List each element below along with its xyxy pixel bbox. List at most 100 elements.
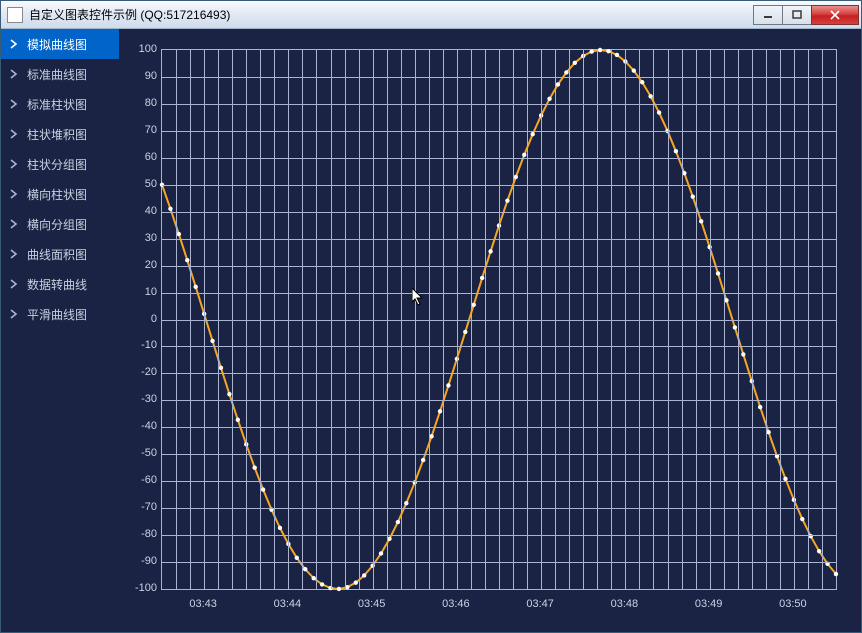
sidebar-item-label: 柱状堆积图 [27, 126, 87, 143]
grid-line-v [555, 50, 556, 589]
grid-line-v [485, 50, 486, 589]
y-axis-label: 0 [127, 313, 157, 325]
grid-line-v [668, 50, 669, 589]
arrow-right-icon [9, 159, 19, 169]
x-axis-label: 03:44 [274, 598, 302, 610]
arrow-right-icon [9, 279, 19, 289]
sidebar-item-2[interactable]: 标准柱状图 [1, 89, 119, 119]
sidebar-item-1[interactable]: 标准曲线图 [1, 59, 119, 89]
y-axis-label: -10 [127, 339, 157, 351]
sidebar-item-3[interactable]: 柱状堆积图 [1, 119, 119, 149]
sidebar-item-5[interactable]: 横向柱状图 [1, 179, 119, 209]
chart-frame[interactable]: -100-90-80-70-60-50-40-30-20-10010203040… [123, 43, 847, 618]
x-axis-label: 03:50 [779, 598, 807, 610]
grid-line-v [822, 50, 823, 589]
grid-line-v [316, 50, 317, 589]
sidebar-item-label: 横向柱状图 [27, 186, 87, 203]
y-axis-label: 10 [127, 286, 157, 298]
grid-line-v [302, 50, 303, 589]
y-axis-label: -70 [127, 501, 157, 513]
grid-line-v [345, 50, 346, 589]
y-axis-label: 100 [127, 43, 157, 55]
grid-line-v [583, 50, 584, 589]
y-axis-label: 50 [127, 178, 157, 190]
app-icon [7, 7, 23, 23]
grid-line-v [794, 50, 795, 589]
window-controls [754, 5, 859, 25]
grid-line-v [471, 50, 472, 589]
x-axis-label: 03:47 [526, 598, 554, 610]
y-axis-label: 90 [127, 70, 157, 82]
plot-area [161, 49, 837, 590]
grid-line-v [682, 50, 683, 589]
minimize-icon [763, 10, 773, 20]
grid-line-v [190, 50, 191, 589]
grid-line-v [527, 50, 528, 589]
grid-line-v [724, 50, 725, 589]
grid-line-v [204, 50, 205, 589]
y-axis-label: -40 [127, 420, 157, 432]
grid-line-v [639, 50, 640, 589]
sidebar-item-label: 横向分组图 [27, 216, 87, 233]
sidebar: 模拟曲线图标准曲线图标准柱状图柱状堆积图柱状分组图横向柱状图横向分组图曲线面积图… [1, 29, 119, 632]
sidebar-item-7[interactable]: 曲线面积图 [1, 239, 119, 269]
grid-line-v [611, 50, 612, 589]
grid-line-v [260, 50, 261, 589]
grid-line-v [710, 50, 711, 589]
maximize-button[interactable] [782, 5, 812, 25]
grid-line-v [218, 50, 219, 589]
grid-line-v [443, 50, 444, 589]
titlebar[interactable]: 自定义图表控件示例 (QQ:517216493) [1, 1, 861, 29]
grid-line-v [246, 50, 247, 589]
grid-line-v [359, 50, 360, 589]
arrow-right-icon [9, 249, 19, 259]
chart-area: -100-90-80-70-60-50-40-30-20-10010203040… [119, 29, 861, 632]
sidebar-item-label: 平滑曲线图 [27, 306, 87, 323]
sidebar-item-label: 数据转曲线 [27, 276, 87, 293]
y-axis-label: 30 [127, 232, 157, 244]
sidebar-item-8[interactable]: 数据转曲线 [1, 269, 119, 299]
y-axis-label: 60 [127, 151, 157, 163]
x-axis-label: 03:46 [442, 598, 470, 610]
grid-line-v [625, 50, 626, 589]
grid-line-v [274, 50, 275, 589]
grid-line-v [387, 50, 388, 589]
sidebar-item-0[interactable]: 模拟曲线图 [1, 29, 119, 59]
sidebar-item-label: 曲线面积图 [27, 246, 87, 263]
grid-line-v [288, 50, 289, 589]
y-axis-label: 80 [127, 97, 157, 109]
content-area: 模拟曲线图标准曲线图标准柱状图柱状堆积图柱状分组图横向柱状图横向分组图曲线面积图… [1, 29, 861, 632]
grid-line-v [401, 50, 402, 589]
arrow-right-icon [9, 69, 19, 79]
sidebar-item-9[interactable]: 平滑曲线图 [1, 299, 119, 329]
y-axis-label: 40 [127, 205, 157, 217]
minimize-button[interactable] [753, 5, 783, 25]
sidebar-item-6[interactable]: 横向分组图 [1, 209, 119, 239]
sidebar-item-label: 柱状分组图 [27, 156, 87, 173]
grid-line-v [766, 50, 767, 589]
grid-line-v [415, 50, 416, 589]
y-axis-label: 20 [127, 259, 157, 271]
y-axis-label: -100 [127, 582, 157, 594]
y-axis-label: 70 [127, 124, 157, 136]
window-title: 自定义图表控件示例 (QQ:517216493) [29, 6, 754, 23]
grid-line-v [569, 50, 570, 589]
grid-line-v [752, 50, 753, 589]
grid-line-v [232, 50, 233, 589]
arrow-right-icon [9, 129, 19, 139]
x-axis-label: 03:49 [695, 598, 723, 610]
y-axis-label: -90 [127, 555, 157, 567]
arrow-right-icon [9, 189, 19, 199]
close-icon [829, 10, 841, 20]
close-button[interactable] [811, 5, 859, 25]
grid-line-v [696, 50, 697, 589]
grid-line-v [331, 50, 332, 589]
grid-line-v [738, 50, 739, 589]
sidebar-item-label: 标准柱状图 [27, 96, 87, 113]
sidebar-item-4[interactable]: 柱状分组图 [1, 149, 119, 179]
arrow-right-icon [9, 309, 19, 319]
grid-line-v [457, 50, 458, 589]
arrow-right-icon [9, 219, 19, 229]
grid-line-v [176, 50, 177, 589]
x-axis-label: 03:48 [611, 598, 639, 610]
